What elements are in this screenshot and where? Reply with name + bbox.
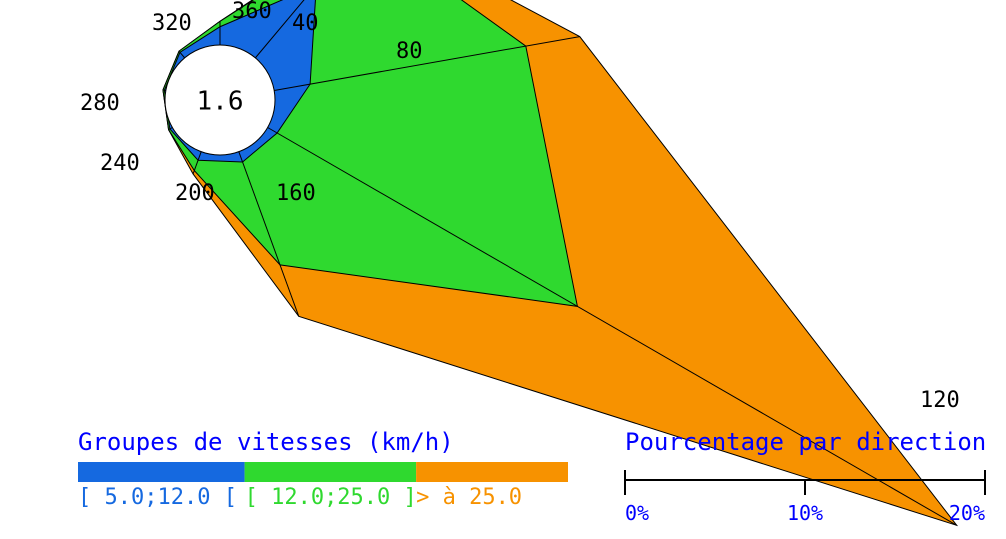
scale-tick-label: 20% — [949, 501, 985, 525]
rose-center-value: 1.6 — [197, 87, 244, 117]
direction-label: 160 — [276, 181, 316, 206]
legend-speed-title: Groupes de vitesses (km/h) — [78, 428, 454, 456]
legend-range-fast: > à 25.0 — [416, 485, 522, 510]
direction-label: 120 — [920, 388, 960, 413]
direction-label: 240 — [100, 151, 140, 176]
legend-swatch-fast — [416, 462, 568, 482]
scale-tick-label: 10% — [787, 501, 823, 525]
legend-speed-bar — [78, 462, 568, 482]
legend-swatch-slow — [78, 462, 245, 482]
direction-label: 360 — [232, 0, 272, 24]
legend-range-slow: [ 5.0;12.0 [ — [78, 485, 237, 510]
direction-label: 200 — [175, 181, 215, 206]
direction-label: 320 — [152, 11, 192, 36]
direction-label: 40 — [292, 11, 319, 36]
legend-speed-labels: [ 5.0;12.0 [ [ 12.0;25.0 ]> à 25.0 — [78, 485, 522, 510]
scale-tick-label: 0% — [625, 501, 649, 525]
direction-label: 280 — [80, 91, 120, 116]
legend-range-medium: [ 12.0;25.0 ] — [245, 485, 417, 510]
legend-swatch-medium — [245, 462, 417, 482]
legend-scale-title: Pourcentage par direction — [625, 428, 986, 456]
direction-label: 80 — [396, 39, 423, 64]
